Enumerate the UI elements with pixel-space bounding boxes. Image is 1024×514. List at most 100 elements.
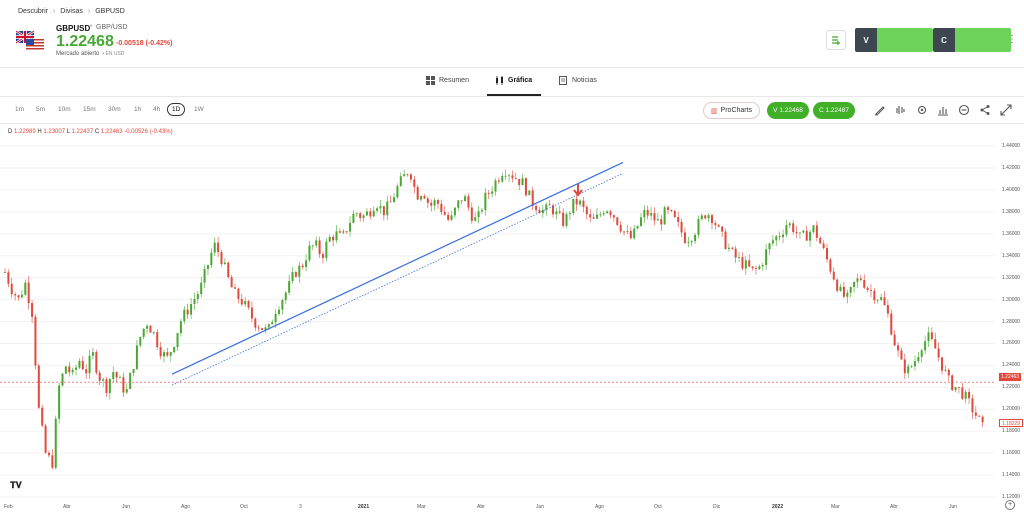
candle-body — [234, 287, 237, 289]
timeframe-5m[interactable]: 5m — [36, 106, 46, 113]
candle-body — [646, 209, 649, 216]
timeframe-4h[interactable]: 4h — [153, 106, 161, 113]
sell-pill-button[interactable]: V 1.22468 — [767, 102, 809, 119]
tabs-divider — [0, 96, 1024, 97]
candle-body — [284, 292, 287, 301]
candle-body — [399, 176, 402, 186]
candle-body — [487, 192, 490, 194]
candle-body — [579, 200, 582, 205]
share-icon[interactable] — [979, 104, 991, 116]
candle-body — [497, 180, 500, 182]
instrument-pair: GBP/USD — [96, 24, 128, 31]
candle-body — [612, 215, 615, 218]
candle-body — [267, 324, 270, 328]
candle-body — [467, 196, 470, 208]
tab-noticias[interactable]: Noticias — [559, 76, 597, 85]
timeframe-1w[interactable]: 1W — [194, 106, 204, 113]
candle-body — [484, 192, 487, 211]
candle-body — [34, 316, 37, 366]
x-tick-label: 2022 — [772, 504, 784, 510]
candle-body — [913, 361, 916, 367]
more-options-icon[interactable]: ⋮ — [1007, 34, 1017, 45]
candle-body — [504, 175, 507, 177]
timeframe-10m[interactable]: 10m — [58, 106, 71, 113]
tab-grafica[interactable]: Gráfica — [495, 76, 532, 85]
price-chart[interactable] — [0, 122, 1000, 502]
candle-body — [552, 205, 555, 215]
indicators-icon[interactable] — [895, 104, 907, 116]
candle-body — [470, 207, 473, 221]
buy-button[interactable]: C — [933, 28, 1011, 52]
x-tick-label: Mar — [831, 504, 840, 510]
candle-body — [511, 175, 514, 179]
trendline[interactable] — [171, 161, 624, 375]
active-tab-indicator — [487, 94, 541, 96]
candle-body — [338, 231, 341, 233]
axis-settings-icon[interactable]: + — [1005, 500, 1015, 510]
timeframe-30m[interactable]: 30m — [108, 106, 121, 113]
y-tick-label: 1.14000 — [1002, 472, 1021, 479]
candle-body — [805, 230, 808, 241]
candle-body — [809, 231, 812, 241]
y-tick-label: 1.30000 — [1002, 296, 1021, 303]
settings-gear-icon[interactable] — [916, 104, 928, 116]
candle-body — [4, 272, 6, 273]
watchlist-button[interactable] — [826, 30, 846, 50]
candle-body — [274, 313, 277, 323]
header-divider — [0, 67, 1024, 68]
gbp-usd-flag-icon — [16, 31, 44, 51]
sell-button[interactable]: V — [855, 28, 933, 52]
candle-body — [944, 369, 947, 371]
fullscreen-icon[interactable] — [1000, 104, 1012, 116]
candle-body — [166, 352, 169, 356]
candle-body — [927, 332, 930, 342]
candle-body — [836, 279, 839, 291]
buy-pill-button[interactable]: C 1.22487 — [813, 102, 855, 119]
draw-pencil-icon[interactable] — [874, 104, 886, 116]
procharts-button[interactable]: ▥ ProCharts — [703, 102, 760, 119]
zoom-out-icon[interactable] — [958, 104, 970, 116]
candle-body — [335, 231, 338, 241]
candle-body — [261, 328, 264, 330]
candle-body — [555, 211, 558, 215]
breadcrumb-item[interactable]: Divisas — [60, 8, 83, 15]
candle-body — [254, 318, 257, 328]
y-tick-label: 1.44000 — [1002, 143, 1021, 149]
candle-body — [68, 366, 71, 373]
candle-body — [886, 305, 889, 314]
y-tick-label: 1.24000 — [1002, 362, 1021, 369]
candle-body — [508, 175, 511, 177]
candle-body — [406, 174, 409, 176]
candle-body — [24, 282, 27, 295]
candle-body — [937, 348, 940, 358]
candle-body — [531, 190, 534, 206]
timeframe-15m[interactable]: 15m — [83, 106, 96, 113]
candle-body — [210, 252, 213, 266]
currency-text: EN USD — [105, 51, 125, 57]
candle-body — [460, 200, 463, 202]
candle-body — [670, 209, 673, 211]
candle-body — [355, 213, 358, 215]
trendline-dotted[interactable] — [171, 173, 624, 386]
candle-body — [14, 294, 17, 296]
candle-body — [200, 282, 203, 295]
candle-body — [196, 294, 199, 300]
candle-body — [37, 365, 40, 408]
chart-type-icon[interactable] — [937, 104, 949, 116]
timeframe-1d[interactable]: 1D — [167, 103, 186, 116]
candle-body — [548, 204, 551, 206]
candle-body — [44, 425, 47, 453]
candle-body — [707, 215, 710, 219]
candle-body — [17, 295, 20, 298]
timeframe-1m[interactable]: 1m — [15, 106, 25, 113]
candle-body — [704, 215, 707, 219]
timeframe-1h[interactable]: 1h — [134, 106, 142, 113]
candle-body — [853, 281, 856, 287]
candle-body — [119, 377, 122, 379]
candle-body — [751, 266, 754, 269]
candle-body — [961, 387, 964, 399]
breadcrumb-item[interactable]: Descubrir — [18, 8, 48, 15]
tab-resumen[interactable]: Resumen — [426, 76, 469, 85]
candle-body — [450, 215, 453, 220]
candle-body — [173, 347, 176, 353]
